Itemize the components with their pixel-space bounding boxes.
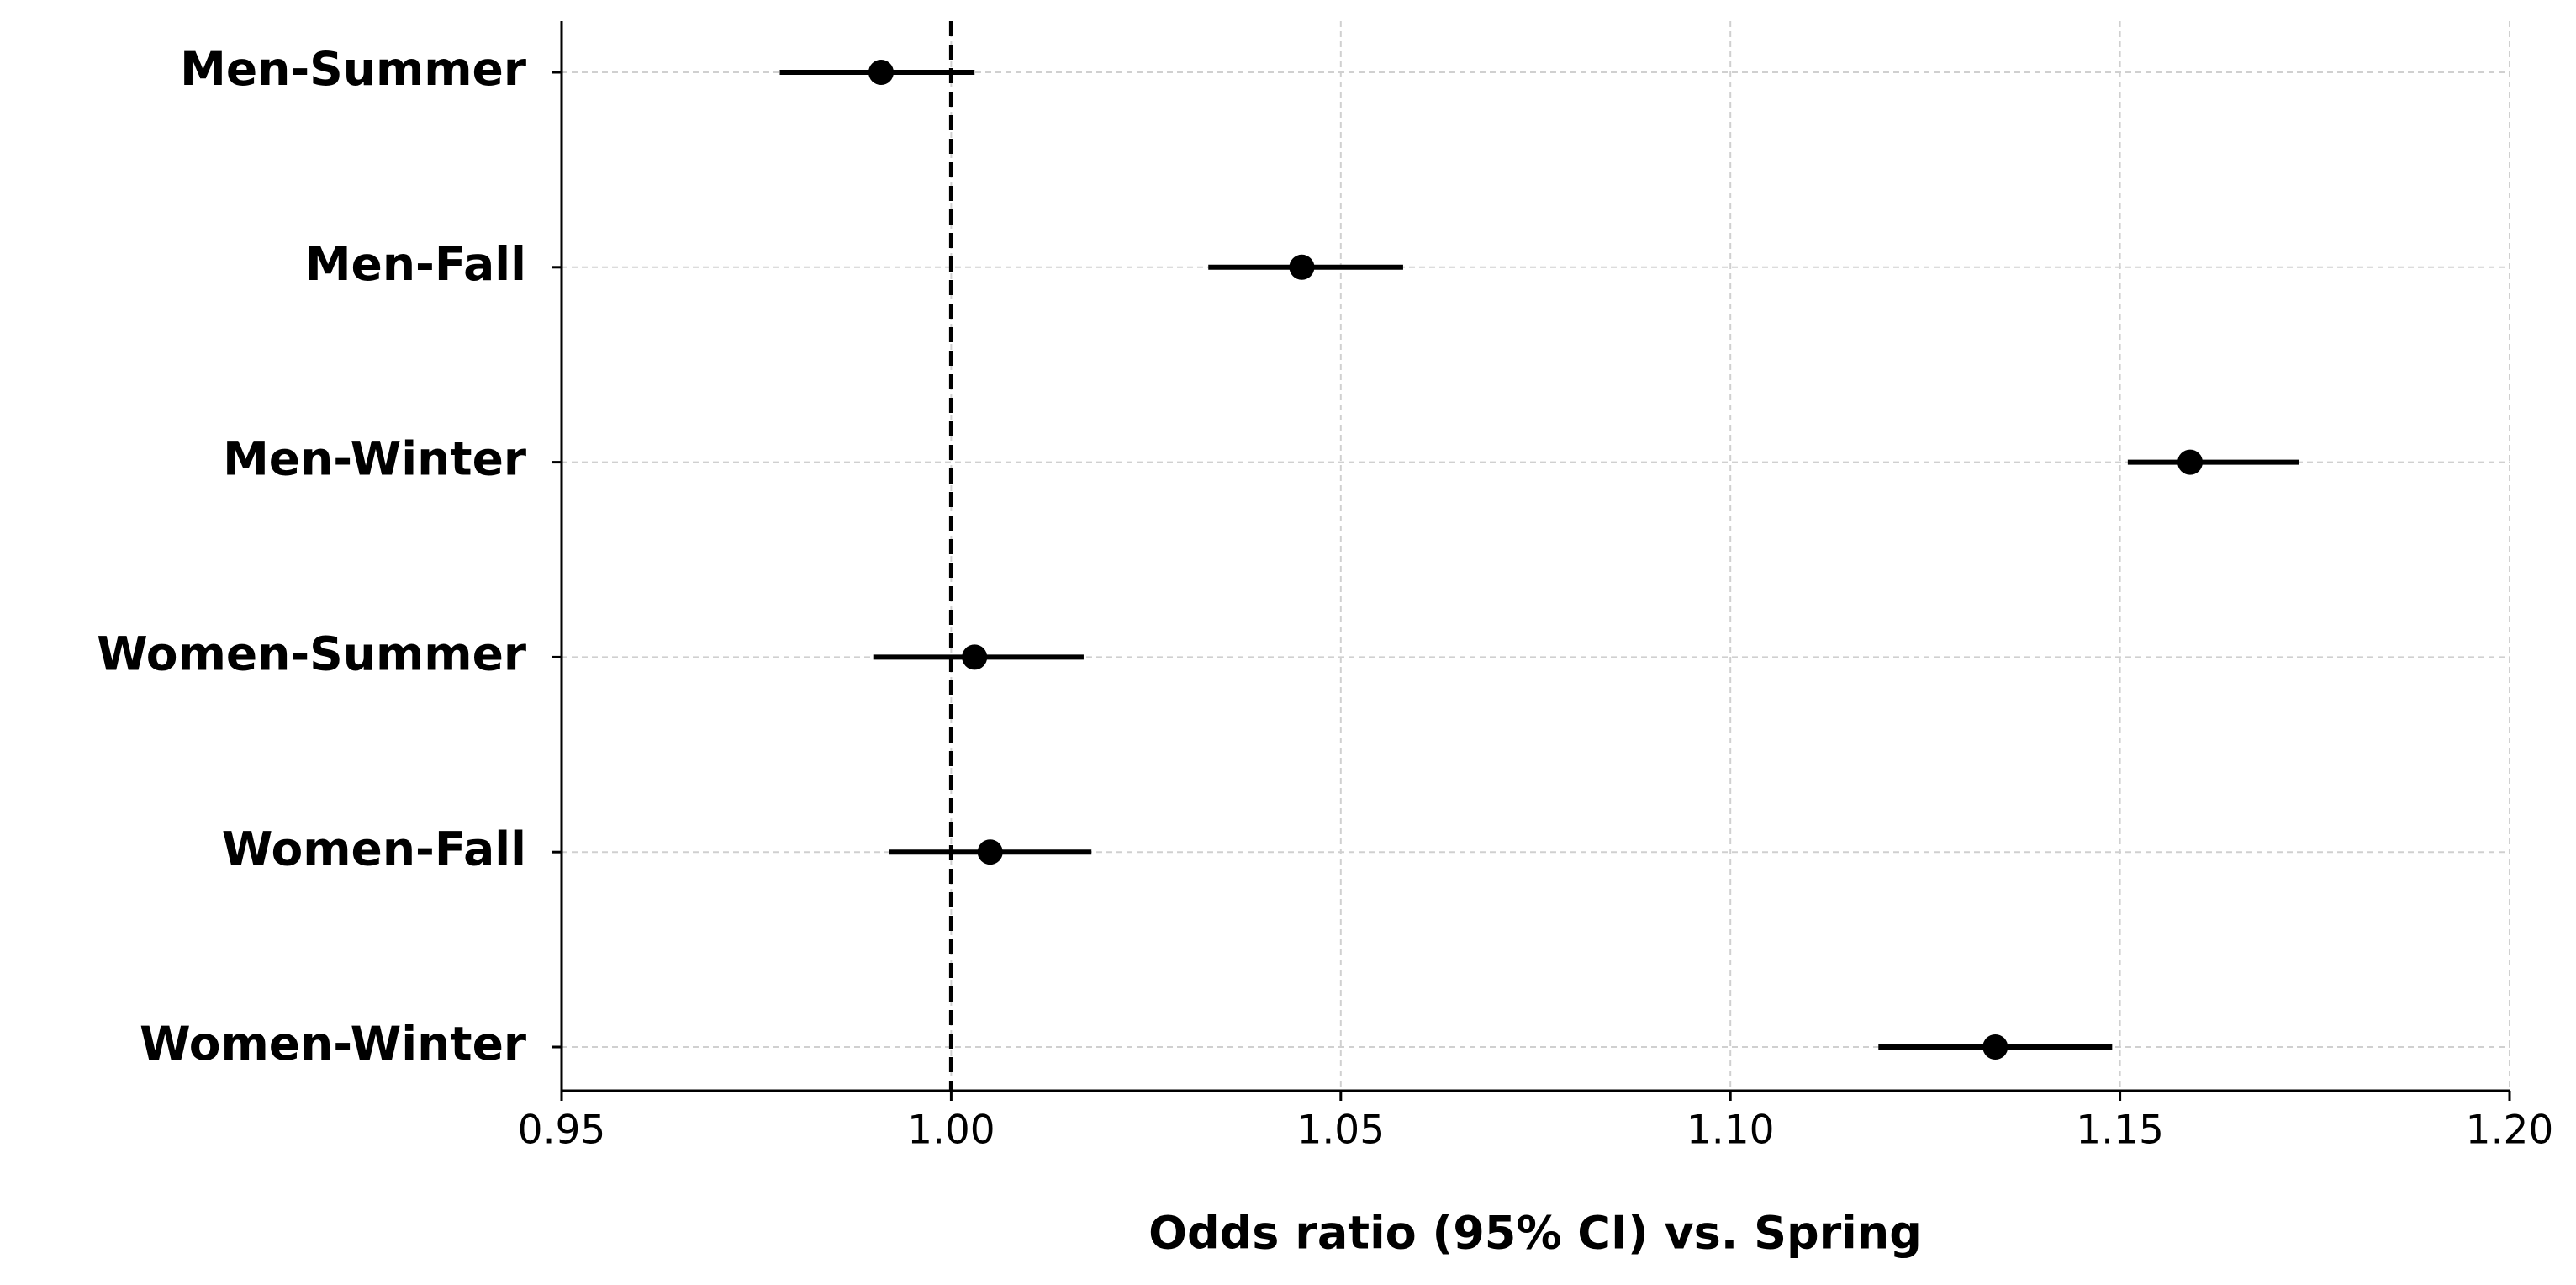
y-tick-label: Men-Winter <box>223 432 526 486</box>
y-tick-label: Men-Summer <box>180 42 526 96</box>
point-estimate <box>2177 449 2204 475</box>
point-estimate <box>1982 1034 2009 1060</box>
y-tick-label: Men-Fall <box>305 237 526 291</box>
y-tick-label: Women-Fall <box>222 822 526 875</box>
point-estimate <box>1289 254 1315 280</box>
x-tick-label: 1.00 <box>907 1108 995 1154</box>
x-tick-label: 1.20 <box>2466 1108 2554 1154</box>
point-estimate <box>977 839 1003 865</box>
x-tick-label: 0.95 <box>518 1108 606 1154</box>
y-tick-label: Women-Winter <box>140 1017 526 1071</box>
x-tick-label: 1.05 <box>1296 1108 1385 1154</box>
point-estimate <box>962 644 988 670</box>
point-estimate <box>868 60 894 85</box>
x-tick-label: 1.15 <box>2076 1108 2164 1154</box>
x-axis-label: Odds ratio (95% CI) vs. Spring <box>1148 1207 1922 1260</box>
x-tick-label: 1.10 <box>1687 1108 1775 1154</box>
y-tick-label: Women-Summer <box>97 627 526 681</box>
